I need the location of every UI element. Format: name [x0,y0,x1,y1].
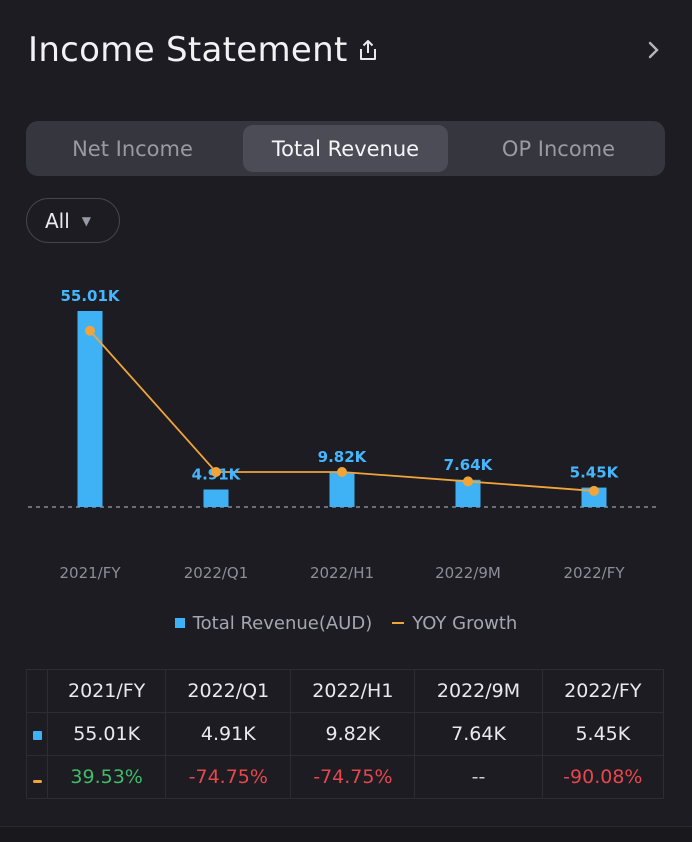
data-table: 2021/FY 2022/Q1 2022/H1 2022/9M 2022/FY … [26,669,665,799]
bar-value-label: 9.82K [318,448,368,466]
x-tick-label: 2022/H1 [310,564,374,582]
table-cell: -74.75% [165,755,292,799]
table-cell: 55.01K [46,712,167,756]
tab-net-income[interactable]: Net Income [72,136,193,161]
table-row-revenue: 55.01K 4.91K 9.82K 7.64K 5.45K [26,712,665,756]
chart-legend: Total Revenue(AUD) YOY Growth [0,610,692,636]
table-cell: 5.45K [541,712,665,756]
tab-total-revenue[interactable]: Total Revenue [243,125,448,172]
revenue-row-marker [26,712,48,756]
revenue-marker-icon [32,731,42,740]
x-tick-label: 2022/Q1 [184,564,249,582]
table-cell: -90.08% [541,755,665,799]
yoy-row-marker [26,755,48,799]
table-row-yoy-growth: 39.53% -74.75% -74.75% -- -90.08% [26,755,665,799]
table-header-cell: 2022/9M [414,669,543,713]
yoy-growth-point [211,466,221,477]
bar-value-label: 55.01K [60,287,120,305]
revenue-bar [581,487,607,507]
yoy-growth-point [463,476,473,487]
table-header-cell: 2022/Q1 [165,669,292,713]
revenue-bar [203,489,229,507]
legend-revenue-label: Total Revenue(AUD) [192,612,373,634]
revenue-bar [77,311,103,507]
yoy-growth-point [85,325,95,336]
header: Income Statement [28,30,664,78]
table-header-row: 2021/FY 2022/Q1 2022/H1 2022/9M 2022/FY [26,669,665,713]
legend-revenue-swatch [174,618,185,628]
legend-item-revenue[interactable]: Total Revenue(AUD) [174,612,373,634]
table-cell: 39.53% [46,755,167,799]
table-header-cell: 2021/FY [46,669,167,713]
yoy-growth-point [589,485,599,496]
legend-yoy-label: YOY Growth [412,612,518,634]
revenue-chart: 55.01K4.91K9.82K7.64K5.45K2021/FY2022/Q1… [28,287,658,582]
period-filter-dropdown[interactable]: All ▼ [26,198,120,243]
metric-tabs: Net Income Total Revenue OP Income [26,121,665,176]
table-cell: 4.91K [165,712,292,756]
x-tick-label: 2021/FY [59,564,121,582]
x-tick-label: 2022/9M [435,564,501,582]
table-cell: 7.64K [414,712,543,756]
caret-down-icon: ▼ [81,213,92,228]
legend-item-yoy[interactable]: YOY Growth [392,613,517,634]
yoy-marker-icon [32,780,42,783]
table-cell: -74.75% [290,755,416,799]
table-corner [26,669,48,713]
legend-yoy-swatch [392,622,405,624]
bar-value-label: 5.45K [570,464,620,482]
page-title: Income Statement [28,30,348,70]
chevron-right-icon[interactable] [644,38,664,62]
yoy-growth-line [89,330,595,492]
period-filter-label: All [45,208,70,233]
table-header-cell: 2022/FY [541,669,665,713]
bar-value-label: 7.64K [444,456,494,474]
table-header-cell: 2022/H1 [290,669,416,713]
revenue-bar [329,472,355,507]
table-cell: -- [414,755,543,799]
table-cell: 9.82K [290,712,416,756]
tab-op-income[interactable]: OP Income [501,136,616,161]
share-icon[interactable] [356,38,380,62]
next-section-edge [0,826,692,842]
yoy-growth-point [337,466,347,477]
x-tick-label: 2022/FY [563,564,625,582]
